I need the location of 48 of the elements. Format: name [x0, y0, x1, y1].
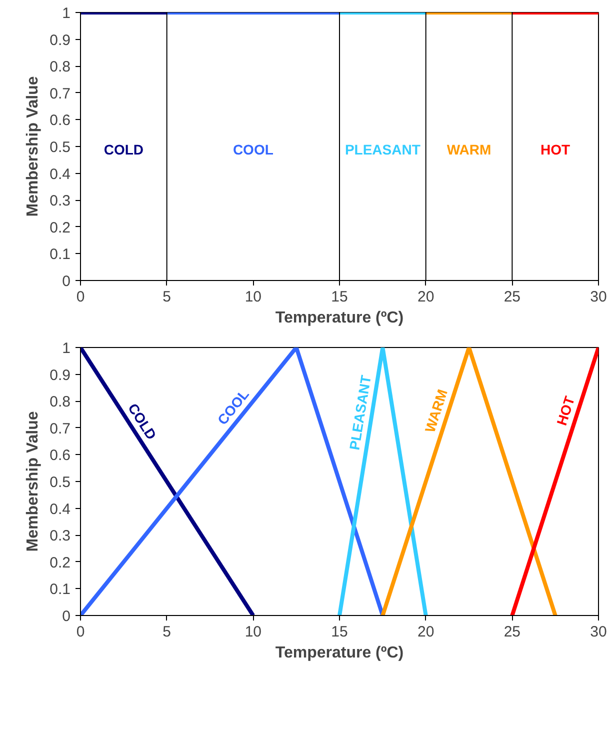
y-tick-label: 0.2: [50, 219, 71, 236]
x-tick-label: 30: [590, 288, 607, 306]
x-tick-label: 25: [504, 288, 521, 306]
text: COLD: [104, 142, 144, 158]
y-tick-label: 0.1: [50, 246, 71, 264]
text: WARM: [446, 142, 492, 158]
y-tick-label: 0.6: [50, 447, 71, 464]
x-axis-title: Temperature (ºC): [275, 310, 404, 326]
text: WARM: [422, 387, 450, 434]
y-axis-title: Membership Value: [24, 76, 42, 217]
x-tick-label: 10: [244, 288, 262, 306]
y-tick-label: 0.9: [50, 32, 71, 49]
x-tick-label: 25: [504, 624, 521, 640]
y-tick-label: 0.8: [50, 58, 71, 76]
x-tick-label: 10: [244, 624, 262, 640]
y-tick-label: 0.9: [50, 366, 71, 384]
y-tick-label: 0.5: [50, 139, 71, 156]
x-tick-label: 30: [590, 624, 607, 640]
text: HOT: [553, 394, 578, 428]
y-tick-label: 0: [62, 608, 70, 625]
text: COOL: [232, 142, 274, 158]
text: PLEASANT: [346, 374, 374, 452]
x-tick-label: 15: [331, 624, 348, 640]
text: PLEASANT: [344, 142, 421, 158]
x-tick-label: 0: [76, 624, 85, 640]
y-axis-title: Membership Value: [24, 411, 42, 552]
x-axis-title: Temperature (ºC): [275, 644, 404, 662]
text: HOT: [540, 142, 571, 158]
x-tick-label: 0: [76, 288, 85, 306]
y-tick-label: 0.3: [50, 528, 71, 545]
y-tick-label: 0.5: [50, 474, 71, 491]
y-tick-label: 0.7: [50, 420, 71, 438]
x-tick-label: 20: [417, 288, 434, 306]
y-tick-label: 0.1: [50, 581, 71, 598]
y-tick-label: 0.4: [50, 166, 71, 183]
y-tick-label: 0.8: [50, 394, 71, 411]
x-tick-label: 15: [331, 288, 348, 306]
y-tick-label: 0.7: [50, 85, 71, 102]
y-tick-label: 1: [62, 340, 70, 357]
y-tick-label: 1: [62, 5, 70, 22]
y-tick-label: 0: [62, 273, 70, 290]
x-tick-label: 5: [162, 288, 172, 306]
y-tick-label: 0.2: [50, 554, 71, 572]
x-tick-label: 20: [417, 624, 434, 640]
y-tick-label: 0.4: [50, 500, 71, 518]
x-tick-label: 5: [162, 624, 172, 640]
y-tick-label: 0.6: [50, 112, 71, 130]
y-tick-label: 0.3: [50, 192, 71, 210]
